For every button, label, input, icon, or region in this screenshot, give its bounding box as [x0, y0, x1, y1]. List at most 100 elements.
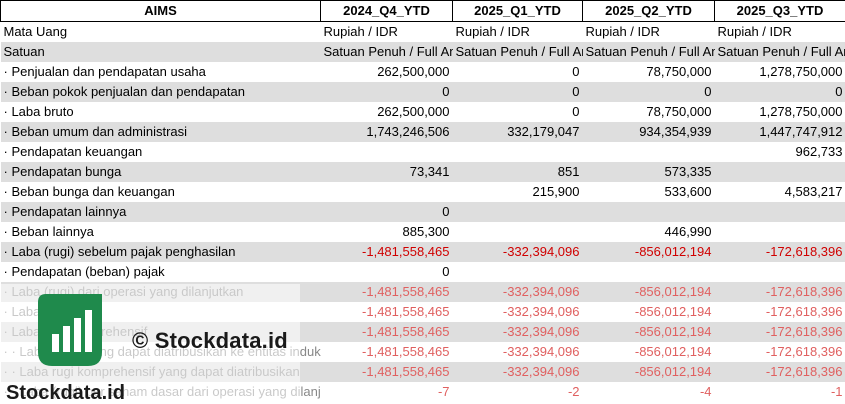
- row-value: [583, 262, 715, 282]
- row-value: 851: [453, 162, 583, 182]
- row-value: -7: [321, 382, 453, 402]
- row-value: 0: [715, 82, 845, 102]
- header-period[interactable]: 2025_Q1_YTD: [453, 1, 583, 22]
- row-value: 1,278,750,000: [715, 102, 845, 122]
- table-row: · Laba (rugi)-1,481,558,465-332,394,096-…: [1, 302, 845, 322]
- row-value: 0: [321, 202, 453, 222]
- row-value: 0: [321, 262, 453, 282]
- row-value: -856,012,194: [583, 362, 715, 382]
- row-label: · Pendapatan bunga: [1, 162, 321, 182]
- table-row: · Laba (rugi) sebelum pajak penghasilan-…: [1, 242, 845, 262]
- row-value: 533,600: [583, 182, 715, 202]
- row-value: 962,733: [715, 142, 845, 162]
- row-value: 262,500,000: [321, 62, 453, 82]
- row-value: 215,900: [453, 182, 583, 202]
- row-value: -1,481,558,465: [321, 342, 453, 362]
- row-value: [321, 182, 453, 202]
- row-value: Rupiah / IDR: [715, 22, 845, 43]
- row-value: [715, 202, 845, 222]
- row-label: · Beban pokok penjualan dan pendapatan: [1, 82, 321, 102]
- row-value: -332,394,096: [453, 322, 583, 342]
- row-value: -332,394,096: [453, 302, 583, 322]
- row-value: 1,447,747,912: [715, 122, 845, 142]
- row-value: -856,012,194: [583, 302, 715, 322]
- row-label: · Pendapatan lainnya: [1, 202, 321, 222]
- header-row: AIMS 2024_Q4_YTD 2025_Q1_YTD 2025_Q2_YTD…: [1, 1, 845, 22]
- row-value: [715, 162, 845, 182]
- row-value: -1: [715, 382, 845, 402]
- row-value: -856,012,194: [583, 342, 715, 362]
- row-value: -2: [453, 382, 583, 402]
- table-row: · Laba (rugi) dari operasi yang dilanjut…: [1, 282, 845, 302]
- row-value: [583, 202, 715, 222]
- row-value: -172,618,396: [715, 322, 845, 342]
- row-value: -332,394,096: [453, 362, 583, 382]
- row-value: Satuan Penuh / Full Am: [715, 42, 845, 62]
- row-value: 78,750,000: [583, 102, 715, 122]
- row-value: 332,179,047: [453, 122, 583, 142]
- row-value: 885,300: [321, 222, 453, 242]
- row-value: -1,481,558,465: [321, 242, 453, 262]
- row-value: 0: [453, 62, 583, 82]
- table-row: · · Laba (rugi) per saham dasar dari ope…: [1, 382, 845, 402]
- row-label: · Laba bruto: [1, 102, 321, 122]
- row-value: [321, 142, 453, 162]
- row-label: Mata Uang: [1, 22, 321, 43]
- row-value: Satuan Penuh / Full Am: [321, 42, 453, 62]
- row-value: Rupiah / IDR: [321, 22, 453, 43]
- row-value: -1,481,558,465: [321, 322, 453, 342]
- row-value: 0: [321, 82, 453, 102]
- row-value: Rupiah / IDR: [453, 22, 583, 43]
- table-row: · · Laba rugi komprehensif yang dapat di…: [1, 362, 845, 382]
- header-period[interactable]: 2024_Q4_YTD: [321, 1, 453, 22]
- row-label: · Pendapatan (beban) pajak: [1, 262, 321, 282]
- row-value: -172,618,396: [715, 342, 845, 362]
- row-value: 78,750,000: [583, 62, 715, 82]
- row-value: -172,618,396: [715, 302, 845, 322]
- row-value: Satuan Penuh / Full Am: [453, 42, 583, 62]
- watermark-brand-right: © Stockdata.id: [132, 328, 288, 354]
- row-value: Satuan Penuh / Full Am: [583, 42, 715, 62]
- row-value: -332,394,096: [453, 242, 583, 262]
- row-value: 446,990: [583, 222, 715, 242]
- table-row: · Pendapatan keuangan 962,733: [1, 142, 845, 162]
- row-value: -172,618,396: [715, 362, 845, 382]
- row-label: · Beban bunga dan keuangan: [1, 182, 321, 202]
- row-value: [715, 262, 845, 282]
- row-value: -332,394,096: [453, 282, 583, 302]
- row-value: 1,278,750,000: [715, 62, 845, 82]
- row-value: [453, 142, 583, 162]
- stockdata-logo-icon: [38, 294, 102, 366]
- row-value: [715, 222, 845, 242]
- row-value: 1,743,246,506: [321, 122, 453, 142]
- row-label: · Beban umum dan administrasi: [1, 122, 321, 142]
- row-value: 573,335: [583, 162, 715, 182]
- table-row: · Laba rugi komprehensif-1,481,558,465-3…: [1, 322, 845, 342]
- table-row: · · Laba (rugi) yang dapat diatribusikan…: [1, 342, 845, 362]
- row-value: -856,012,194: [583, 282, 715, 302]
- row-value: [453, 222, 583, 242]
- row-value: -1,481,558,465: [321, 362, 453, 382]
- row-value: 73,341: [321, 162, 453, 182]
- row-label: · Pendapatan keuangan: [1, 142, 321, 162]
- row-value: Rupiah / IDR: [583, 22, 715, 43]
- row-value: -856,012,194: [583, 242, 715, 262]
- header-period[interactable]: 2025_Q3_YTD: [715, 1, 845, 22]
- row-value: -172,618,396: [715, 282, 845, 302]
- row-value: [453, 202, 583, 222]
- row-value: 0: [453, 82, 583, 102]
- row-label: · Laba (rugi) sebelum pajak penghasilan: [1, 242, 321, 262]
- row-value: [453, 262, 583, 282]
- row-value: -172,618,396: [715, 242, 845, 262]
- row-label: · Beban lainnya: [1, 222, 321, 242]
- header-ticker: AIMS: [1, 1, 321, 22]
- header-period[interactable]: 2025_Q2_YTD: [583, 1, 715, 22]
